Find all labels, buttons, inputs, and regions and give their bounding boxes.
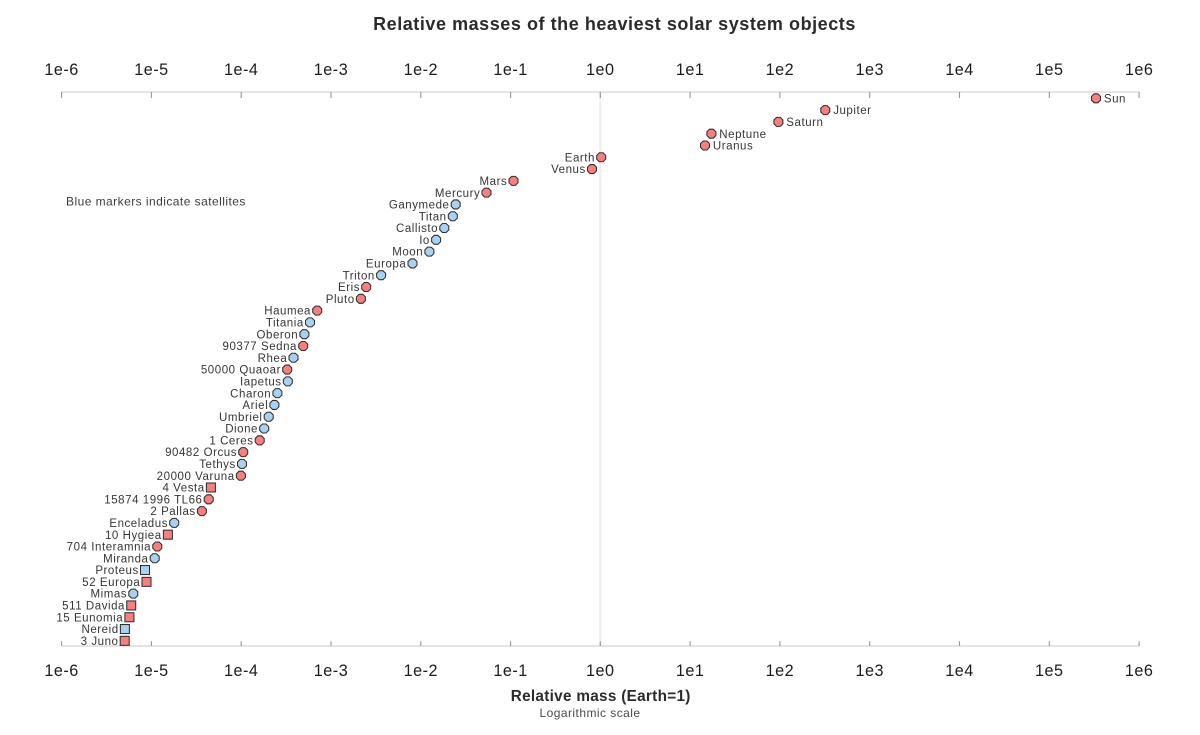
svg-text:Uranus: Uranus [713, 141, 753, 153]
svg-text:1e1: 1e1 [676, 662, 705, 680]
svg-text:1e1: 1e1 [676, 61, 705, 79]
svg-text:Umbriel: Umbriel [219, 412, 262, 424]
svg-text:1e5: 1e5 [1035, 61, 1064, 79]
svg-text:Oberon: Oberon [257, 329, 299, 341]
svg-text:15 Eunomia: 15 Eunomia [56, 612, 123, 624]
svg-text:Ganymede: Ganymede [389, 200, 450, 212]
svg-text:1e-4: 1e-4 [224, 662, 258, 680]
svg-text:Moon: Moon [392, 247, 423, 259]
svg-text:1e2: 1e2 [766, 61, 795, 79]
svg-text:Proteus: Proteus [95, 565, 138, 577]
svg-text:Titan: Titan [419, 211, 447, 223]
svg-text:Venus: Venus [551, 164, 586, 176]
svg-text:Blue markers indicate satellit: Blue markers indicate satellites [66, 195, 246, 209]
svg-text:1e3: 1e3 [855, 61, 884, 79]
svg-text:Enceladus: Enceladus [109, 518, 168, 530]
svg-text:Europa: Europa [366, 259, 406, 271]
svg-text:Saturn: Saturn [786, 117, 823, 129]
svg-text:Iapetus: Iapetus [240, 377, 282, 389]
svg-text:3 Juno: 3 Juno [81, 636, 119, 648]
svg-text:90377 Sedna: 90377 Sedna [223, 341, 298, 353]
svg-text:Mars: Mars [480, 176, 508, 188]
svg-text:Io: Io [419, 235, 430, 247]
svg-text:4 Vesta: 4 Vesta [162, 483, 204, 495]
svg-text:50000 Quaoar: 50000 Quaoar [201, 365, 281, 377]
svg-text:511 Davida: 511 Davida [62, 601, 125, 613]
svg-text:Titania: Titania [266, 318, 304, 330]
svg-text:1e4: 1e4 [945, 662, 974, 680]
svg-text:1e-2: 1e-2 [404, 662, 438, 680]
svg-text:1e5: 1e5 [1035, 662, 1064, 680]
svg-text:20000 Varuna: 20000 Varuna [157, 471, 235, 483]
svg-text:Mercury: Mercury [435, 188, 480, 200]
svg-text:Jupiter: Jupiter [833, 105, 871, 117]
svg-text:15874 1996 TL66: 15874 1996 TL66 [104, 494, 202, 506]
svg-text:1e-1: 1e-1 [493, 61, 527, 79]
svg-text:1e-5: 1e-5 [134, 662, 168, 680]
svg-text:1e6: 1e6 [1125, 61, 1154, 79]
svg-text:Logarithmic scale: Logarithmic scale [539, 706, 640, 720]
svg-text:Dione: Dione [225, 424, 258, 436]
svg-text:90482 Orcus: 90482 Orcus [165, 447, 237, 459]
svg-text:1e0: 1e0 [586, 61, 615, 79]
svg-text:Earth: Earth [565, 152, 595, 164]
svg-text:1e-2: 1e-2 [404, 61, 438, 79]
svg-text:Ariel: Ariel [242, 400, 268, 412]
svg-text:Eris: Eris [338, 282, 360, 294]
svg-text:1e-6: 1e-6 [44, 61, 78, 79]
svg-text:1e-6: 1e-6 [44, 662, 78, 680]
svg-text:52 Europa: 52 Europa [82, 577, 140, 589]
svg-text:Miranda: Miranda [103, 553, 148, 565]
svg-text:1e-3: 1e-3 [314, 662, 348, 680]
svg-text:Nereid: Nereid [82, 624, 119, 636]
svg-text:1e4: 1e4 [945, 61, 974, 79]
svg-text:Mimas: Mimas [90, 589, 127, 601]
svg-text:1e6: 1e6 [1125, 662, 1154, 680]
svg-text:704 Interamnia: 704 Interamnia [67, 542, 151, 554]
svg-text:2 Pallas: 2 Pallas [150, 506, 195, 518]
svg-text:Charon: Charon [230, 388, 271, 400]
svg-text:Triton: Triton [343, 270, 375, 282]
svg-text:1e0: 1e0 [586, 662, 615, 680]
svg-text:1e2: 1e2 [766, 662, 795, 680]
svg-text:Tethys: Tethys [199, 459, 236, 471]
svg-text:1e-1: 1e-1 [493, 662, 527, 680]
svg-text:Rhea: Rhea [258, 353, 288, 365]
svg-text:1e-5: 1e-5 [134, 61, 168, 79]
svg-text:1e3: 1e3 [855, 662, 884, 680]
svg-text:Pluto: Pluto [326, 294, 355, 306]
svg-text:Relative mass (Earth=1): Relative mass (Earth=1) [511, 688, 691, 705]
svg-text:Neptune: Neptune [719, 129, 766, 141]
svg-text:Callisto: Callisto [396, 223, 438, 235]
svg-text:Sun: Sun [1104, 93, 1126, 105]
svg-text:1e-4: 1e-4 [224, 61, 258, 79]
svg-text:1e-3: 1e-3 [314, 61, 348, 79]
svg-text:10 Hygiea: 10 Hygiea [105, 530, 162, 542]
svg-text:Relative masses of the heavies: Relative masses of the heaviest solar sy… [373, 14, 856, 34]
svg-text:Haumea: Haumea [264, 306, 311, 318]
svg-text:1 Ceres: 1 Ceres [209, 435, 253, 447]
